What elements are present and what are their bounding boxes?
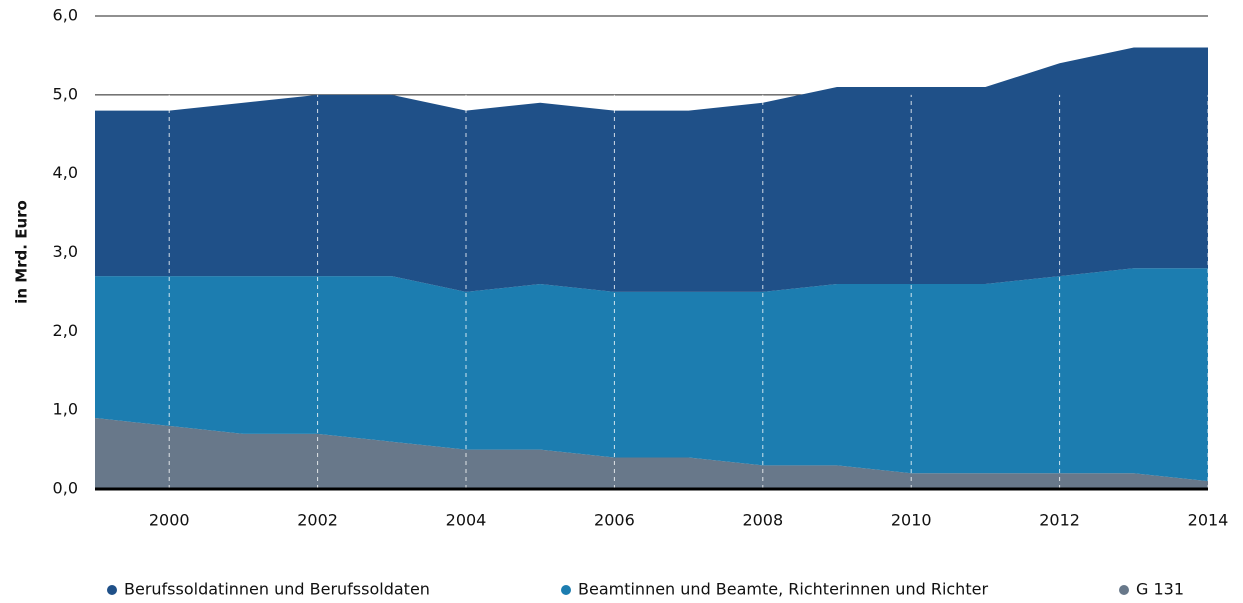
- legend-marker: [561, 585, 571, 595]
- area: [95, 418, 1208, 489]
- legend-label: G 131: [1136, 580, 1184, 599]
- y-tick-label: 6,0: [53, 6, 78, 25]
- x-tick-label: 2004: [446, 511, 487, 530]
- area: [95, 47, 1208, 292]
- legend-label: Berufssoldatinnen und Berufssoldaten: [124, 580, 430, 599]
- area: [95, 268, 1208, 482]
- y-tick-label: 5,0: [53, 84, 78, 103]
- legend-label: Beamtinnen und Beamte, Richterinnen und …: [578, 580, 988, 599]
- y-tick-label: 0,0: [53, 479, 78, 498]
- y-tick-label: 2,0: [53, 321, 78, 340]
- x-tick-label: 2012: [1039, 511, 1080, 530]
- y-tick-label: 4,0: [53, 163, 78, 182]
- legend-marker: [107, 585, 117, 595]
- y-tick-label: 3,0: [53, 242, 78, 261]
- x-tick-label: 2014: [1188, 511, 1229, 530]
- y-axis-label: in Mrd. Euro: [13, 200, 31, 304]
- x-tick-label: 2010: [891, 511, 932, 530]
- legend-marker: [1119, 585, 1129, 595]
- x-tick-label: 2000: [149, 511, 190, 530]
- x-tick-label: 2002: [297, 511, 338, 530]
- y-tick-label: 1,0: [53, 400, 78, 419]
- x-tick-label: 2008: [742, 511, 783, 530]
- x-tick-label: 2006: [594, 511, 635, 530]
